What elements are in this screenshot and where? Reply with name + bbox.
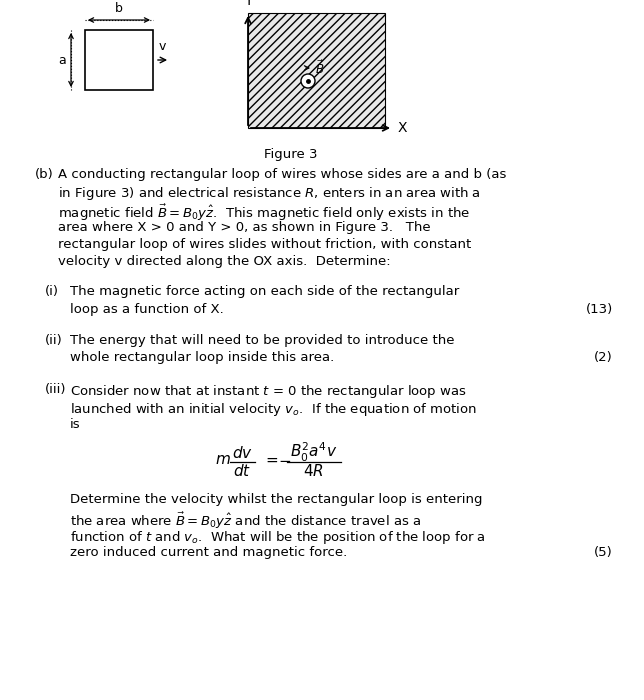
Text: area where X > 0 and Y > 0, as shown in Figure 3.   The: area where X > 0 and Y > 0, as shown in … <box>58 220 431 234</box>
Text: (iii): (iii) <box>45 383 66 396</box>
Text: $m$: $m$ <box>215 452 231 467</box>
Text: (i): (i) <box>45 285 59 298</box>
Text: velocity v directed along the OX axis.  Determine:: velocity v directed along the OX axis. D… <box>58 256 391 269</box>
Text: v: v <box>159 40 166 53</box>
Text: (13): (13) <box>586 302 613 316</box>
Text: $=$: $=$ <box>263 452 279 467</box>
Text: the area where $\vec{B} = B_0 y\hat{z}$ and the distance travel as a: the area where $\vec{B} = B_0 y\hat{z}$ … <box>70 511 421 531</box>
Text: $dv$: $dv$ <box>232 444 253 461</box>
Text: b: b <box>115 2 123 15</box>
Text: Figure 3: Figure 3 <box>264 148 317 161</box>
Text: $4R$: $4R$ <box>303 463 324 480</box>
Text: A conducting rectangular loop of wires whose sides are a and b (as: A conducting rectangular loop of wires w… <box>58 168 506 181</box>
Bar <box>248 13 385 128</box>
Text: is: is <box>70 418 80 431</box>
Text: magnetic field $\vec{B} = B_0 y\hat{z}$.  This magnetic field only exists in the: magnetic field $\vec{B} = B_0 y\hat{z}$.… <box>58 203 470 223</box>
Text: launched with an initial velocity $v_o$.  If the equation of motion: launched with an initial velocity $v_o$.… <box>70 400 477 417</box>
Text: Determine the velocity whilst the rectangular loop is entering: Determine the velocity whilst the rectan… <box>70 494 482 507</box>
Text: zero induced current and magnetic force.: zero induced current and magnetic force. <box>70 546 347 559</box>
Text: (2): (2) <box>594 351 613 365</box>
Text: The energy that will need to be provided to introduce the: The energy that will need to be provided… <box>70 334 455 347</box>
Text: function of $t$ and $v_o$.  What will be the position of the loop for a: function of $t$ and $v_o$. What will be … <box>70 528 486 545</box>
Text: Y: Y <box>244 0 252 8</box>
Text: (b): (b) <box>35 168 53 181</box>
Text: (ii): (ii) <box>45 334 62 347</box>
Text: $B_0^2 a^4 v$: $B_0^2 a^4 v$ <box>290 441 337 464</box>
Bar <box>85 30 153 90</box>
Text: Consider now that at instant $t$ = 0 the rectangular loop was: Consider now that at instant $t$ = 0 the… <box>70 383 467 400</box>
Text: $\vec{B}$: $\vec{B}$ <box>315 60 325 76</box>
Text: X: X <box>398 121 408 135</box>
Text: $dt$: $dt$ <box>233 463 251 479</box>
Text: loop as a function of X.: loop as a function of X. <box>70 302 223 316</box>
Text: $-$: $-$ <box>278 452 291 467</box>
Text: a: a <box>58 53 66 66</box>
Circle shape <box>301 74 315 88</box>
Text: in Figure 3) and electrical resistance $R$, enters in an area with a: in Figure 3) and electrical resistance $… <box>58 186 481 202</box>
Text: The magnetic force acting on each side of the rectangular: The magnetic force acting on each side o… <box>70 285 459 298</box>
Text: rectangular loop of wires slides without friction, with constant: rectangular loop of wires slides without… <box>58 238 471 251</box>
Text: whole rectangular loop inside this area.: whole rectangular loop inside this area. <box>70 351 334 365</box>
Text: (5): (5) <box>594 546 613 559</box>
